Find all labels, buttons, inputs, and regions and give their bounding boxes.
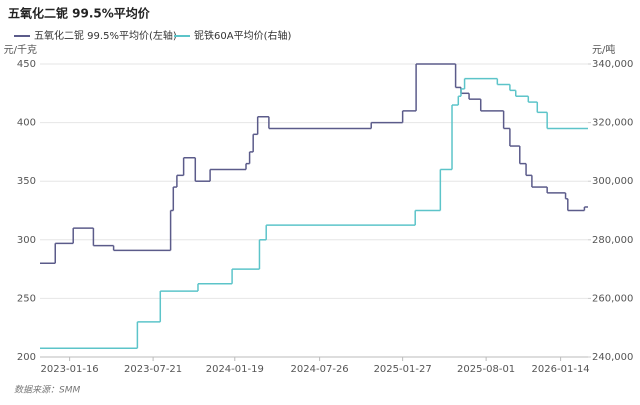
x-tick-label: 2024-01-19 [206, 364, 264, 375]
x-tick-label: 2025-01-27 [374, 364, 432, 375]
y-axis-unit: 元/千克 [4, 44, 37, 56]
y2-tick-label: 240,000 [592, 352, 633, 363]
y2-tick-label: 260,000 [592, 293, 633, 304]
y-tick-label: 350 [17, 176, 36, 187]
y-tick-label: 250 [17, 293, 36, 304]
y-tick-label: 400 [17, 118, 36, 129]
y-tick-label: 200 [17, 352, 36, 363]
y-tick-label: 450 [17, 59, 36, 70]
y2-tick-label: 320,000 [592, 118, 633, 129]
y-tick-label: 300 [17, 235, 36, 246]
y2-tick-label: 340,000 [592, 59, 633, 70]
chart-title: 五氧化二铌 99.5%平均价 [8, 6, 151, 21]
x-tick-label: 2025-08-01 [457, 364, 515, 375]
x-tick-label: 2026-01-14 [532, 364, 590, 375]
x-tick-label: 2024-07-26 [291, 364, 349, 375]
source-note: 数据来源：SMM [14, 385, 80, 396]
y2-tick-label: 300,000 [592, 176, 633, 187]
legend-label: 五氧化二铌 99.5%平均价(左轴) [34, 29, 177, 42]
legend-label: 铌铁60A平均价(右轴) [194, 29, 291, 42]
x-tick-label: 2023-01-16 [41, 364, 99, 375]
y2-tick-label: 280,000 [592, 235, 633, 246]
y2-axis-unit: 元/吨 [592, 43, 615, 56]
x-tick-label: 2023-07-21 [124, 364, 182, 375]
